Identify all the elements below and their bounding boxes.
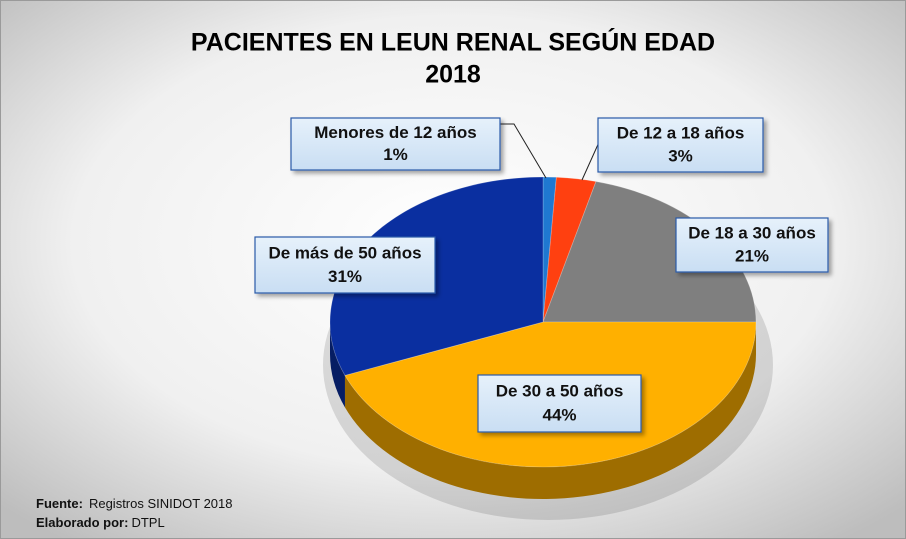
credit-text: DTPL <box>131 515 164 530</box>
chart-title: PACIENTES EN LEUN RENAL SEGÚN EDAD <box>191 27 715 57</box>
credit: Elaborado por: DTPL <box>36 515 165 530</box>
slice-label: Menores de 12 años <box>314 123 477 142</box>
slice-label: De 12 a 18 años <box>617 124 745 143</box>
slice-label: De más de 50 años <box>268 243 421 262</box>
slice-value-label: 21% <box>735 246 769 265</box>
label-box <box>254 236 436 294</box>
slice-value-label: 3% <box>668 146 693 165</box>
label-box <box>675 217 829 273</box>
slice-value-label: 1% <box>383 145 408 164</box>
slice-side <box>344 322 756 500</box>
source-text: Registros SINIDOT 2018 <box>89 496 233 511</box>
label-box <box>290 117 501 171</box>
slice-label: De 18 a 30 años <box>688 224 816 243</box>
source: Fuente: Registros SINIDOT 2018 <box>36 496 233 511</box>
credit-label: Elaborado por: <box>36 515 128 530</box>
slice-value-label: 44% <box>542 406 576 425</box>
slice <box>542 176 597 323</box>
leader-line <box>581 139 601 181</box>
chart-subtitle: 2018 <box>425 61 481 89</box>
slice-side <box>330 322 345 408</box>
slice <box>542 176 557 323</box>
label-box <box>597 117 764 173</box>
label-box <box>477 374 642 433</box>
slice-label: De 30 a 50 años <box>496 382 624 401</box>
slice-value-label: 31% <box>328 267 362 286</box>
leader-line <box>500 123 547 179</box>
source-label: Fuente: <box>36 496 83 511</box>
